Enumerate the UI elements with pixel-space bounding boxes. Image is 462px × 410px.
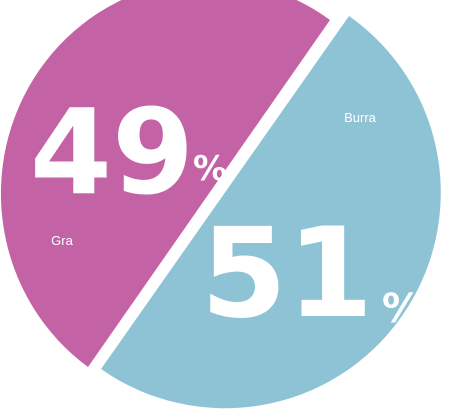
slice-gra-wedge: [0, 0, 330, 367]
slice-burra-wedge: [101, 16, 441, 409]
slice-burra-label: Burra: [344, 110, 377, 125]
slice-burra: [101, 16, 441, 409]
slice-burra-percent-sign: %: [382, 286, 422, 332]
slice-gra-label: Gra: [51, 233, 73, 248]
slice-gra-percent-value: 49: [30, 83, 194, 221]
slice-gra: [0, 0, 330, 367]
slice-burra-percent-value: 51: [201, 202, 374, 346]
slice-gra-percent-sign: %: [193, 149, 227, 189]
